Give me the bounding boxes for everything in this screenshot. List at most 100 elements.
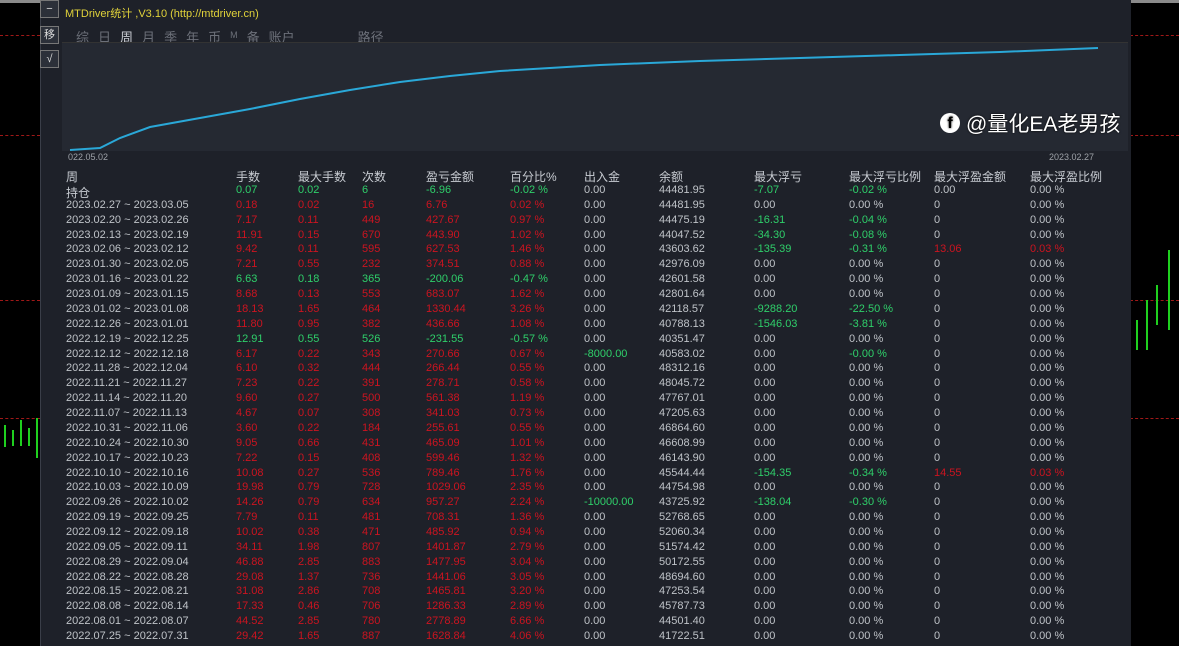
cell-5: 1.46 % [510, 243, 545, 256]
cell-7: 40351.47 [659, 332, 705, 345]
cell-2: 0.27 [298, 466, 320, 479]
chart-end-date: 2023.02.27 [1049, 152, 1095, 162]
cell-9: 0.00 % [849, 585, 884, 598]
cell-2: 0.22 [298, 421, 320, 434]
column-header[interactable]: 盈亏金额 [426, 170, 475, 184]
cell-3: 887 [362, 630, 381, 643]
minimize-button[interactable]: − [40, 0, 59, 18]
cell-9: -0.00 % [849, 347, 887, 360]
tab-9[interactable]: 账户 [268, 30, 295, 45]
cell-6: 0.00 [584, 466, 606, 479]
tab-1[interactable]: 日 [98, 30, 112, 45]
cell-11: 0.00 % [1030, 347, 1065, 360]
cell-11: 0.00 % [1030, 511, 1065, 524]
column-header[interactable]: 余额 [659, 170, 684, 184]
cell-3: 536 [362, 466, 381, 479]
cell-7: 44754.98 [659, 481, 705, 494]
cell-3: 634 [362, 496, 381, 509]
cell-5: 1.32 % [510, 451, 545, 464]
cell-7: 45787.73 [659, 600, 705, 613]
cell-2: 0.11 [298, 213, 319, 226]
cell-1: 9.42 [236, 243, 258, 256]
cell-5: 3.26 % [510, 302, 545, 315]
cell-6: 0.00 [584, 585, 606, 598]
cell-7: 47205.63 [659, 407, 705, 420]
column-header[interactable]: 最大浮亏 [754, 170, 803, 184]
cell-1: 11.80 [236, 317, 263, 330]
cell-11: 0.00 % [1030, 332, 1065, 345]
column-header[interactable]: 周 [66, 170, 79, 184]
cell-8: 0.00 [754, 436, 776, 449]
cell-10: 0 [934, 555, 941, 568]
column-header[interactable]: 次数 [362, 170, 387, 184]
cell-10: 0 [934, 451, 941, 464]
facebook-icon: f [940, 113, 960, 133]
cell-8: 0.00 [754, 585, 776, 598]
cell-2: 0.55 [298, 258, 320, 271]
cell-8: 0.00 [754, 615, 776, 628]
cell-7: 43725.92 [659, 496, 705, 509]
check-button[interactable]: √ [40, 50, 59, 68]
cell-1: 7.22 [236, 451, 258, 464]
cell-7: 52768.65 [659, 511, 705, 524]
cell-3: 365 [362, 273, 381, 286]
cell-11: 0.00 % [1030, 213, 1065, 226]
tab-5[interactable]: 年 [186, 30, 200, 45]
cell-8: 0.00 [754, 451, 776, 464]
cell-7: 40583.02 [659, 347, 705, 360]
cell-10: 0 [934, 288, 941, 301]
cell-11: 0.00 % [1030, 273, 1065, 286]
cell-5: 6.66 % [510, 615, 545, 628]
cell-4: 683.07 [426, 288, 460, 301]
cell-3: 595 [362, 243, 381, 256]
tab-2[interactable]: 周 [120, 30, 134, 45]
cell-9: 0.00 % [849, 332, 884, 345]
column-header[interactable]: 最大浮盈金额 [934, 170, 1007, 184]
tab-6[interactable]: 币 [208, 30, 222, 45]
column-header[interactable]: 手数 [236, 170, 261, 184]
price-level-line [1130, 300, 1179, 301]
tab-7[interactable]: M [230, 30, 238, 40]
cell-10: 0 [934, 407, 941, 420]
move-button[interactable]: 移 [40, 26, 59, 44]
cell-2: 1.65 [298, 630, 320, 643]
candlestick [36, 418, 38, 458]
cell-4: 1465.81 [426, 585, 466, 598]
cell-10: 0 [934, 347, 941, 360]
cell-2: 0.95 [298, 317, 320, 330]
cell-6: 0.00 [584, 615, 606, 628]
column-header[interactable]: 最大手数 [298, 170, 347, 184]
cell-2: 0.22 [298, 377, 320, 390]
column-header[interactable]: 出入金 [584, 170, 621, 184]
cell-4: -231.55 [426, 332, 464, 345]
cell-2: 0.46 [298, 600, 320, 613]
cell-3: 382 [362, 317, 381, 330]
column-header[interactable]: 百分比% [510, 170, 557, 184]
cell-3: 232 [362, 258, 381, 271]
column-header[interactable]: 最大浮盈比例 [1030, 170, 1103, 184]
cell-7: 40788.13 [659, 317, 705, 330]
cell-8: 0.00 [754, 362, 776, 375]
cell-0: 2022.07.25 ~ 2022.07.31 [66, 630, 189, 643]
cell-1: 29.42 [236, 630, 264, 643]
tab-4[interactable]: 季 [164, 30, 178, 45]
price-level-line [0, 300, 40, 301]
cell-3: 308 [362, 407, 381, 420]
cell-11: 0.00 % [1030, 407, 1065, 420]
tab-8[interactable]: 备 [246, 30, 260, 45]
candlestick [1136, 320, 1138, 350]
move-icon: 移 [44, 29, 55, 41]
cell-10: 0.00 [934, 184, 956, 196]
cell-0: 2022.11.21 ~ 2022.11.27 [66, 377, 188, 390]
tab-0[interactable]: 综 [76, 30, 90, 45]
cell-0: 2022.10.17 ~ 2022.10.23 [66, 451, 189, 464]
column-header[interactable]: 最大浮亏比例 [849, 170, 922, 184]
tab-3[interactable]: 月 [142, 30, 156, 45]
cell-6: 0.00 [584, 451, 606, 464]
cell-11: 0.00 % [1030, 481, 1065, 494]
cell-5: 0.58 % [510, 377, 545, 390]
cell-7: 43603.62 [659, 243, 705, 256]
cell-5: 2.24 % [510, 496, 545, 509]
tab-10[interactable]: 路径 [357, 30, 384, 45]
cell-0: 2023.01.30 ~ 2023.02.05 [66, 258, 189, 271]
